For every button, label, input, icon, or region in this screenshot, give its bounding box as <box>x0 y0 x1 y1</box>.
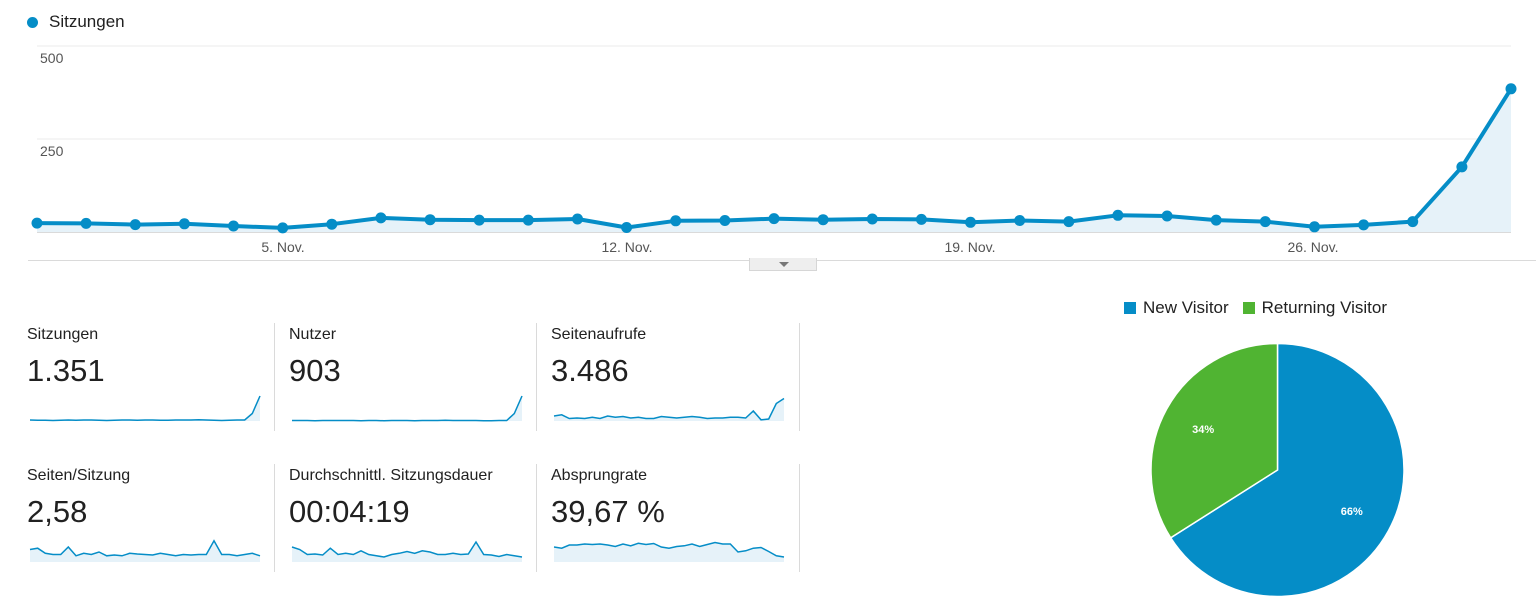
series-area <box>37 88 1511 232</box>
divider <box>799 323 800 431</box>
metric-avg-session-duration[interactable]: Durchschnittl. Sitzungsdauer 00:04:19 <box>289 466 537 562</box>
metric-label: Seiten/Sitzung <box>27 467 131 484</box>
metric-pageviews[interactable]: Seitenaufrufe 3.486 <box>551 325 799 421</box>
data-point[interactable] <box>326 218 338 230</box>
data-point[interactable] <box>129 219 141 231</box>
sparkline <box>291 540 523 562</box>
metric-value: 903 <box>289 353 341 388</box>
sparkline-area <box>292 396 522 421</box>
data-point[interactable] <box>1259 216 1271 228</box>
sparkline-line <box>29 395 261 422</box>
sparkline-line <box>553 397 785 421</box>
data-point[interactable] <box>1161 210 1173 222</box>
metric-sessions[interactable]: Sitzungen 1.351 <box>27 325 275 422</box>
sparkline <box>553 541 785 562</box>
series-line <box>36 87 1513 230</box>
sparkline <box>292 395 523 422</box>
sparkline <box>553 397 785 421</box>
sparkline-area <box>554 542 784 562</box>
data-point[interactable] <box>522 214 534 226</box>
metric-users[interactable]: Nutzer 903 <box>289 325 537 422</box>
pie-legend: New Visitor Returning Visitor <box>1124 297 1401 319</box>
legend-label: Sitzungen <box>49 12 125 31</box>
metric-value: 2,58 <box>27 494 88 529</box>
chevron-down-icon <box>779 262 789 267</box>
y-tick-label: 500 <box>40 50 64 66</box>
data-point[interactable] <box>866 213 878 225</box>
legend-label: New Visitor <box>1143 298 1229 317</box>
metric-value: 39,67 % <box>551 494 665 529</box>
pie-slice-new-visitor[interactable] <box>1169 343 1405 598</box>
x-tick-label: 26. Nov. <box>1287 239 1338 255</box>
legend-swatch <box>1242 302 1255 314</box>
x-tick-label: 19. Nov. <box>944 239 995 255</box>
divider <box>274 464 275 572</box>
metric-value: 00:04:19 <box>289 494 410 529</box>
sparkline-line <box>292 395 523 422</box>
x-tick-label: 5. Nov. <box>261 239 304 255</box>
metric-label: Absprungrate <box>551 467 648 484</box>
data-point[interactable] <box>915 213 927 225</box>
divider <box>799 464 800 572</box>
data-point[interactable] <box>178 218 190 230</box>
sessions-line-chart: 500 250 5. Nov. 12. Nov. 19. Nov. 26. No… <box>28 45 1536 261</box>
divider <box>536 323 537 431</box>
legend-item-new-visitor[interactable]: New Visitor <box>1124 298 1229 318</box>
metric-label: Sitzungen <box>27 326 99 343</box>
data-point[interactable] <box>1456 161 1468 173</box>
y-tick-label: 250 <box>40 143 64 159</box>
data-point[interactable] <box>31 217 43 229</box>
divider <box>274 323 275 431</box>
data-point[interactable] <box>817 214 829 226</box>
sparkline-line <box>553 541 785 558</box>
sparkline-line <box>291 540 523 558</box>
pie-slice-returning-visitor[interactable] <box>1150 343 1279 539</box>
data-point[interactable] <box>1063 216 1075 228</box>
data-point[interactable] <box>768 213 780 225</box>
sparkline <box>29 395 261 422</box>
collapse-chart-button[interactable] <box>749 258 817 271</box>
data-point[interactable] <box>1210 214 1222 226</box>
divider <box>536 464 537 572</box>
metric-pages-per-session[interactable]: Seiten/Sitzung 2,58 <box>27 466 275 562</box>
metric-value: 3.486 <box>551 353 629 388</box>
x-tick-label: 12. Nov. <box>601 239 652 255</box>
legend-swatch <box>1124 302 1136 314</box>
data-point[interactable] <box>965 216 976 228</box>
data-point[interactable] <box>375 212 387 224</box>
metric-value: 1.351 <box>27 353 105 388</box>
metric-label: Seitenaufrufe <box>551 326 647 343</box>
visitor-type-pie-chart: 66% 34% <box>1150 343 1405 598</box>
data-point[interactable] <box>1407 216 1419 228</box>
chart-legend: Sitzungen <box>27 11 125 33</box>
legend-label: Returning Visitor <box>1261 298 1388 317</box>
series-layer <box>31 83 1517 234</box>
legend-dot-icon <box>27 16 38 28</box>
data-point[interactable] <box>1505 83 1517 95</box>
sparkline-area <box>30 540 260 562</box>
pie-slice-label: 66% <box>1341 506 1363 518</box>
sparkline-line <box>29 539 261 557</box>
data-point[interactable] <box>228 220 239 232</box>
sparkline-area <box>30 396 260 421</box>
legend-item-returning-visitor[interactable]: Returning Visitor <box>1242 298 1388 318</box>
data-point[interactable] <box>473 214 485 226</box>
data-point[interactable] <box>719 215 731 226</box>
data-point[interactable] <box>670 215 682 227</box>
data-point[interactable] <box>1112 209 1124 221</box>
metric-label: Durchschnittl. Sitzungsdauer <box>289 467 493 484</box>
data-point[interactable] <box>80 217 92 229</box>
data-point[interactable] <box>1309 221 1320 233</box>
data-point[interactable] <box>621 222 633 233</box>
pie-slice-label: 34% <box>1192 424 1214 436</box>
data-point[interactable] <box>572 213 583 225</box>
metric-bounce-rate[interactable]: Absprungrate 39,67 % <box>551 466 799 562</box>
data-point[interactable] <box>1014 215 1026 226</box>
metric-label: Nutzer <box>289 326 337 343</box>
data-point[interactable] <box>277 222 289 234</box>
sparkline <box>29 539 261 562</box>
data-point[interactable] <box>1358 219 1370 231</box>
data-point[interactable] <box>424 214 436 226</box>
